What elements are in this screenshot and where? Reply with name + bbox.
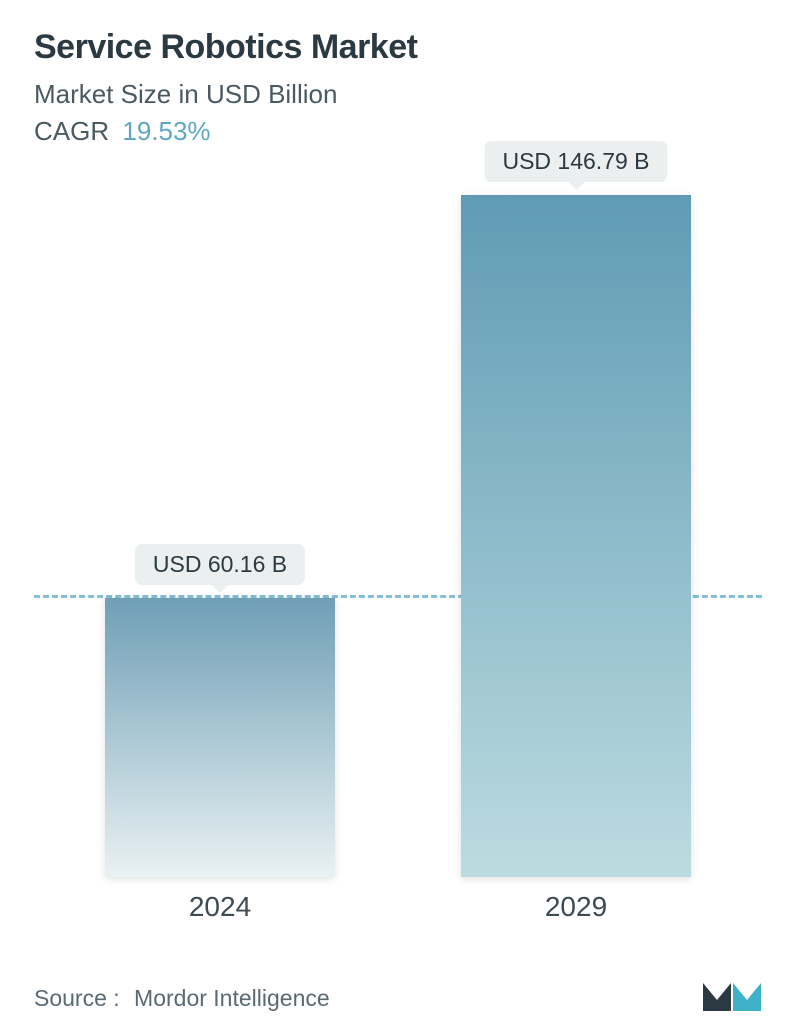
source-value: Mordor Intelligence <box>134 985 330 1011</box>
x-axis-labels: 2024 2029 <box>34 877 762 927</box>
x-axis-label: 2029 <box>545 891 607 923</box>
bar-value-label: USD 146.79 B <box>484 141 667 182</box>
cagr-value: 19.53% <box>122 116 210 146</box>
cagr-label: CAGR <box>34 116 109 146</box>
chart-subtitle: Market Size in USD Billion <box>34 79 762 110</box>
source-label: Source : <box>34 985 120 1011</box>
bar-fill <box>105 598 335 877</box>
bar-value-label: USD 60.16 B <box>135 544 305 585</box>
bar-value-badge: USD 60.16 B <box>135 544 305 585</box>
chart-title: Service Robotics Market <box>34 28 762 67</box>
bar: USD 146.79 B <box>461 195 691 877</box>
chart-plot-area: USD 60.16 B USD 146.79 B <box>34 157 762 877</box>
brand-logo-icon <box>702 972 762 1012</box>
bar-value-badge: USD 146.79 B <box>484 141 667 182</box>
bar: USD 60.16 B <box>105 598 335 877</box>
bar-fill <box>461 195 691 877</box>
chart-footer: Source : Mordor Intelligence <box>34 972 762 1012</box>
x-axis-label: 2024 <box>189 891 251 923</box>
source-attribution: Source : Mordor Intelligence <box>34 985 330 1012</box>
